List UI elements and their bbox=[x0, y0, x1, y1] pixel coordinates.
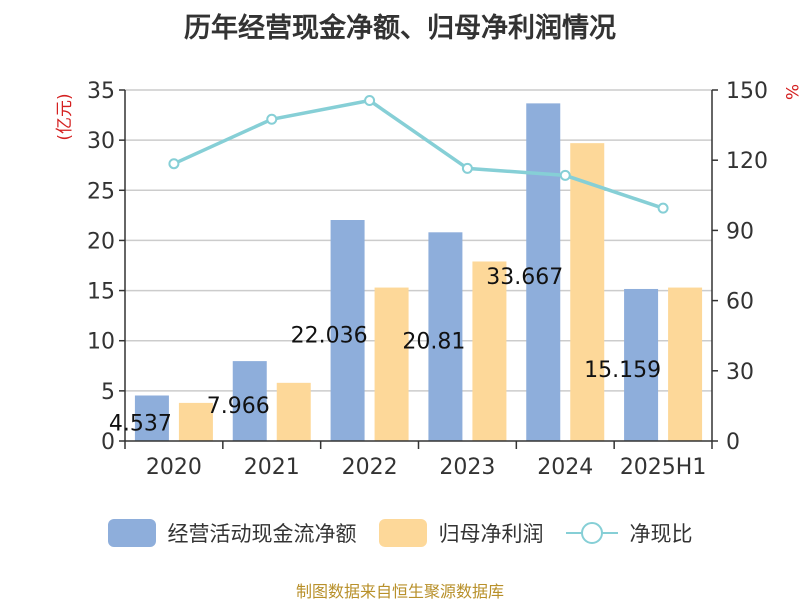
ratio-point bbox=[657, 202, 669, 214]
y-left-tick-label: 0 bbox=[101, 430, 115, 455]
y-right-unit: % bbox=[781, 84, 800, 100]
y-left-tick-label: 35 bbox=[87, 79, 115, 104]
y-right-tick-label: 120 bbox=[726, 149, 768, 174]
bar-net-profit bbox=[472, 261, 507, 441]
legend-item-operating-cash[interactable]: 经营活动现金流净额 bbox=[107, 518, 357, 548]
x-tick-label: 2023 bbox=[439, 455, 495, 480]
y-left-tick-label: 10 bbox=[87, 330, 115, 355]
data-source-note: 制图数据来自恒生聚源数据库 bbox=[295, 582, 504, 601]
y-left-tick-label: 15 bbox=[87, 280, 115, 305]
y-right-tick-label: 0 bbox=[726, 430, 740, 455]
ratio-line bbox=[173, 98, 664, 210]
y-right-tick-label: 30 bbox=[726, 360, 754, 385]
data-label-operating-cash: 33.667 bbox=[486, 265, 563, 290]
x-tick-label: 2021 bbox=[244, 455, 300, 480]
y-right-tick-label: 60 bbox=[726, 290, 754, 315]
y-right-tick-label: 150 bbox=[726, 79, 768, 104]
bar-net-profit bbox=[668, 287, 703, 441]
y-left-tick-label: 20 bbox=[87, 229, 115, 254]
bar-net-profit bbox=[374, 287, 409, 441]
x-tick-label: 2020 bbox=[146, 455, 202, 480]
bar-net-profit bbox=[178, 402, 213, 441]
legend-label-ratio: 净现比 bbox=[629, 522, 693, 546]
y-left-tick-label: 5 bbox=[101, 380, 115, 405]
y-left-unit: (亿元) bbox=[55, 93, 75, 140]
legend-label-operating-cash: 经营活动现金流净额 bbox=[167, 522, 357, 546]
bar-net-profit bbox=[276, 382, 311, 441]
y-left-tick-label: 30 bbox=[87, 129, 115, 154]
legend-label-net-profit: 归母净利润 bbox=[438, 522, 544, 546]
data-label-operating-cash: 15.159 bbox=[584, 358, 661, 383]
ratio-point bbox=[461, 162, 473, 174]
bar-operating-cash bbox=[134, 395, 169, 441]
bar-net-profit bbox=[570, 143, 605, 441]
bar-operating-cash bbox=[428, 232, 463, 441]
legend-swatch-ratio bbox=[565, 519, 618, 547]
bar-operating-cash bbox=[624, 288, 659, 441]
data-label-operating-cash: 7.966 bbox=[207, 394, 270, 419]
x-tick-label: 2022 bbox=[342, 455, 398, 480]
data-label-operating-cash: 4.537 bbox=[109, 411, 172, 436]
data-label-operating-cash: 20.81 bbox=[402, 330, 465, 355]
x-tick-label: 2024 bbox=[537, 455, 593, 480]
bar-operating-cash bbox=[330, 220, 365, 441]
x-tick-label: 2025H1 bbox=[620, 455, 707, 480]
legend: 经营活动现金流净额 归母净利润 净现比 bbox=[0, 518, 800, 548]
ratio-point bbox=[364, 95, 376, 107]
legend-item-ratio[interactable]: 净现比 bbox=[565, 518, 693, 548]
legend-item-net-profit[interactable]: 归母净利润 bbox=[378, 518, 544, 548]
ratio-point bbox=[168, 158, 180, 170]
data-label-operating-cash: 22.036 bbox=[291, 324, 368, 349]
chart-title: 历年经营现金净额、归母净利润情况 bbox=[184, 13, 616, 44]
legend-swatch-operating-cash bbox=[107, 519, 156, 547]
ratio-point bbox=[559, 169, 571, 181]
y-right-tick-label: 90 bbox=[726, 219, 754, 244]
y-left-tick-label: 25 bbox=[87, 179, 115, 204]
bar-operating-cash bbox=[526, 103, 561, 441]
bar-operating-cash bbox=[232, 361, 267, 441]
ratio-point bbox=[266, 113, 278, 125]
legend-swatch-net-profit bbox=[378, 519, 427, 547]
